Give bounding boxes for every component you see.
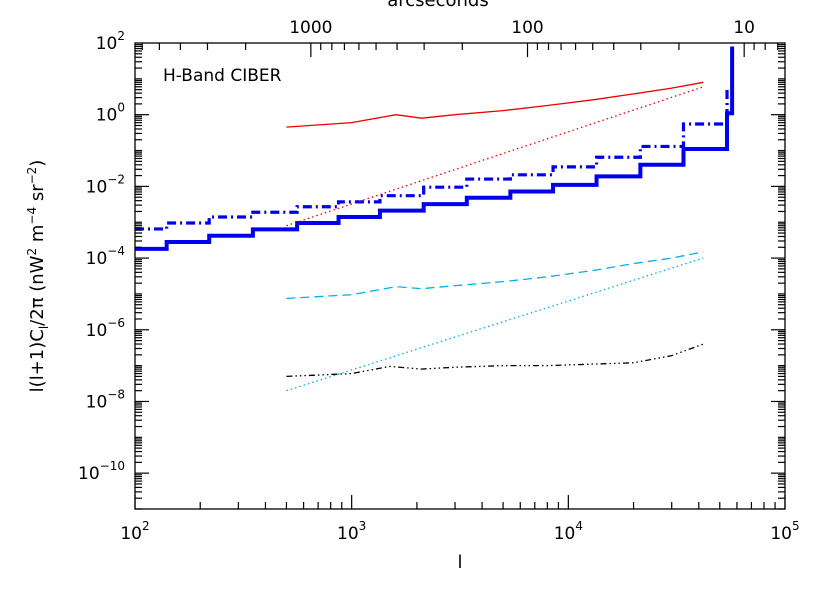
y-tick-label: 102	[96, 29, 125, 54]
y-tick-label: 10−6	[86, 316, 125, 341]
x-tick-label: 105	[770, 519, 799, 544]
series-line-2	[135, 46, 734, 231]
x-tick-label: 102	[120, 519, 149, 544]
y-tick-label: 10−8	[86, 387, 125, 412]
x-tick-label: 104	[554, 519, 583, 544]
ticks-layer	[134, 43, 786, 510]
series-line-1	[135, 46, 735, 251]
top-tick-label: 1000	[289, 18, 332, 38]
series-line-4	[286, 86, 704, 227]
series-line-5	[286, 251, 704, 300]
x-tick-label: 103	[337, 519, 366, 544]
series-line-6	[286, 257, 704, 392]
chart-annotation: H-Band CIBER	[163, 66, 282, 86]
x-axis-title: l	[457, 552, 462, 573]
series-line-3	[286, 81, 704, 128]
plot-frame	[134, 42, 786, 510]
y-axis-title: l(l+1)Cl/2π (nW2 m−4 sr−2)	[25, 160, 51, 393]
top-tick-label: 100	[511, 18, 543, 38]
series-layer	[135, 46, 735, 392]
labels-layer: 102 103 104 105 10−10 10−8 10−6 10−4 10−2 100 102 1…	[78, 18, 800, 544]
top-axis-title: arcseconds	[387, 0, 489, 11]
y-tick-label: 10−2	[86, 172, 125, 197]
top-tick-label: 10	[733, 18, 755, 38]
y-tick-label: 10−10	[78, 459, 125, 484]
y-tick-label: 10−4	[86, 244, 125, 269]
y-tick-label: 100	[96, 101, 125, 126]
series-line-7	[286, 343, 704, 378]
